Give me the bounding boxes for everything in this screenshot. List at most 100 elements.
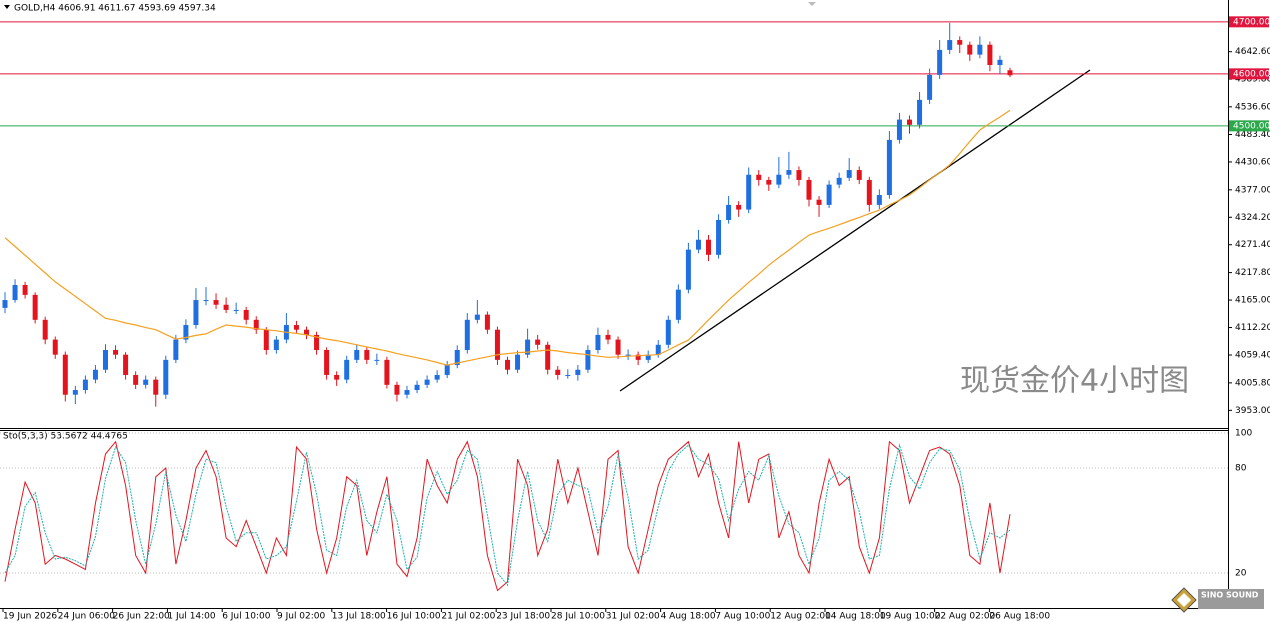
- candle-body: [947, 40, 953, 50]
- watermark: 现货金价4小时图: [960, 364, 1189, 399]
- candle-body: [444, 365, 450, 375]
- candle-body: [756, 174, 762, 180]
- y-tick-label: 20: [1235, 568, 1247, 578]
- x-tick-label: 16 Jul 10:00: [387, 612, 441, 622]
- candle-body: [937, 49, 943, 75]
- candle-body: [183, 325, 189, 340]
- logo-text: SINO SOUND: [1201, 591, 1259, 600]
- y-tick-label: 4377.00: [1235, 185, 1270, 195]
- candle-body: [203, 300, 209, 302]
- candle-body: [354, 349, 360, 360]
- x-tick-label: 14 Aug 18:00: [825, 612, 886, 622]
- y-tick-label: 4589.80: [1235, 75, 1270, 85]
- candle-body: [454, 349, 460, 366]
- candle-body: [113, 349, 119, 355]
- x-tick-label: 23 Jul 18:00: [496, 612, 550, 622]
- candle-body: [515, 354, 521, 370]
- price-level-box: [1229, 120, 1269, 132]
- oscillator-line: [4, 443, 1011, 587]
- candle-body: [866, 179, 872, 205]
- candle-body: [72, 390, 78, 395]
- candle-body: [494, 329, 500, 360]
- candle-body: [927, 74, 933, 100]
- y-tick-label: 4430.60: [1235, 157, 1270, 167]
- x-tick-label: 31 Jul 02:00: [606, 612, 660, 622]
- candle-body: [997, 59, 1003, 66]
- candle-body: [907, 119, 912, 125]
- candle-body: [716, 219, 722, 255]
- y-tick-label: 4642.60: [1235, 47, 1270, 57]
- candle-body: [876, 195, 882, 205]
- candle-body: [364, 349, 370, 360]
- candle-body: [374, 359, 380, 361]
- candle-body: [555, 369, 561, 375]
- candle-body: [695, 239, 701, 250]
- y-tick-label: 4165.00: [1235, 296, 1270, 306]
- y-tick-label: 4536.60: [1235, 102, 1270, 112]
- candle-body: [394, 384, 400, 395]
- y-tick-label: 4271.40: [1235, 240, 1270, 250]
- candle-body: [886, 139, 892, 196]
- candle-body: [133, 374, 139, 385]
- candle-body: [746, 174, 752, 210]
- x-tick-label: 28 Jul 10:00: [551, 612, 605, 622]
- candle-body: [153, 379, 159, 395]
- candle-body: [987, 44, 993, 66]
- indicator-title: Sto(5,3,3) 53.5672 44.4765: [3, 432, 128, 442]
- candle-body: [233, 309, 239, 311]
- candle-body: [816, 199, 822, 205]
- header-icon: [4, 5, 10, 9]
- candle-body: [535, 339, 541, 345]
- candle-body: [293, 325, 299, 330]
- candle-body: [645, 354, 651, 360]
- x-tick-label: 21 Jul 02:00: [441, 612, 495, 622]
- trend-line: [619, 69, 1091, 392]
- x-tick-label: 26 Jun 22:00: [113, 612, 170, 622]
- candle-body: [836, 177, 842, 185]
- candle-body: [505, 359, 510, 370]
- y-tick-label: 4483.40: [1235, 130, 1270, 140]
- candle-body: [665, 319, 671, 345]
- candle-body: [2, 300, 8, 308]
- candle-body: [434, 374, 440, 380]
- candle-body: [384, 359, 390, 385]
- chart-header: GOLD,H4 4606.91 4611.67 4593.69 4597.34: [14, 4, 216, 14]
- x-tick-label: 19 Jun 2026: [3, 612, 57, 622]
- candle-body: [786, 170, 792, 175]
- y-tick-label: 100: [1235, 428, 1252, 438]
- candle-body: [967, 44, 973, 55]
- y-tick-label: 4112.20: [1235, 323, 1270, 333]
- x-tick-label: 7 Aug 10:00: [715, 612, 770, 622]
- candle-body: [474, 314, 480, 320]
- candle-body: [977, 44, 983, 55]
- candle-body: [404, 390, 410, 395]
- candle-body: [1007, 70, 1013, 76]
- candle-body: [766, 179, 772, 185]
- candle-body: [414, 384, 420, 391]
- candle-body: [22, 284, 28, 295]
- x-tick-label: 24 Jun 06:00: [58, 612, 115, 622]
- candle-body: [464, 319, 470, 350]
- candle-body: [685, 249, 691, 290]
- candle-body: [595, 334, 601, 350]
- candle-body: [143, 379, 149, 385]
- x-tick-label: 4 Aug 18:00: [661, 612, 716, 622]
- price-level-label: 4700.00: [1233, 17, 1270, 27]
- candle-body: [706, 239, 711, 255]
- candle-body: [655, 344, 661, 355]
- x-tick-label: 22 Aug 02:00: [935, 612, 996, 622]
- moving-average: [4, 109, 1011, 366]
- y-tick-label: 4324.20: [1235, 213, 1270, 223]
- candle-body: [82, 379, 88, 391]
- candle-body: [62, 354, 68, 395]
- candle-body: [615, 339, 621, 355]
- candle-body: [575, 369, 581, 375]
- candle-body: [635, 354, 641, 360]
- x-tick-label: 12 Aug 02:00: [770, 612, 831, 622]
- candle-body: [565, 374, 571, 376]
- y-tick-label: 4059.40: [1235, 350, 1270, 360]
- candle-body: [726, 204, 732, 220]
- price-level-label: 4600.00: [1233, 69, 1270, 79]
